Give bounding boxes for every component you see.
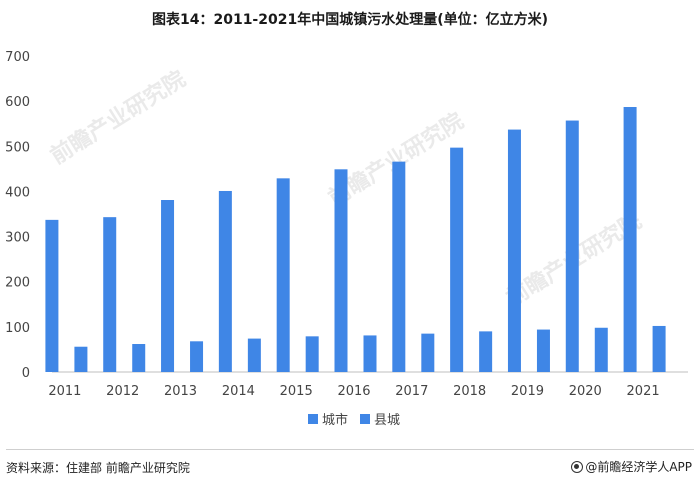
x-tick-label: 2015 [280,384,313,399]
x-tick-label: 2018 [453,384,486,399]
bar-county [421,333,435,372]
x-tick-label: 2017 [395,384,428,399]
bar-city [45,219,59,372]
brand-credit: @前瞻经济学人APP [571,458,692,475]
bar-county [247,338,261,372]
bar-city [450,147,464,372]
bar-city [507,129,521,372]
chart-title: 图表14：2011-2021年中国城镇污水处理量(单位：亿立方米) [151,12,549,28]
bar-county [536,329,550,372]
x-tick-label: 2021 [627,384,660,399]
brand-text: @前瞻经济学人APP [585,460,692,474]
x-tick-label: 2012 [106,384,139,399]
bar-county [363,335,377,372]
bar-chart: 0 100 200 300 400 500 600 700 2011 2012 2013 2014 20… [5,50,688,428]
x-tick-label: 2013 [164,384,197,399]
bar-city [218,190,232,372]
source-note: 资料来源：住建部 前瞻产业研究院 [6,461,190,475]
footer-divider [6,449,694,450]
bar-county [479,331,493,372]
bar-city [334,169,348,372]
y-tick-label: 400 [5,185,30,200]
bar-county [132,344,146,372]
legend-label: 城市 [322,412,348,428]
y-tick-label: 500 [5,140,30,155]
legend-label: 县城 [374,413,400,428]
x-tick-label: 2019 [511,384,544,399]
legend-swatch [360,414,370,424]
bar-city [392,161,406,372]
bar-county [305,336,319,372]
x-tick-label: 2020 [569,384,602,399]
y-tick-label: 600 [5,95,30,110]
y-tick-label: 200 [5,276,30,291]
bar-county [74,346,88,372]
bar-city [161,200,175,372]
bar-city [623,107,637,373]
bar-county [594,327,608,372]
legend-swatch [308,414,318,424]
y-tick-label: 100 [5,321,30,336]
brand-logo-icon [571,461,584,473]
x-tick-label: 2011 [48,384,81,399]
x-tick-label: 2014 [222,384,255,399]
bar-city [276,178,290,372]
bar-city [103,217,117,372]
bar-city [565,120,579,372]
bar-county [652,325,666,372]
x-tick-label: 2016 [337,384,370,399]
bar-county [190,341,204,372]
y-tick-label: 700 [5,50,30,65]
y-tick-label: 0 [22,366,30,381]
y-tick-label: 300 [5,231,30,246]
